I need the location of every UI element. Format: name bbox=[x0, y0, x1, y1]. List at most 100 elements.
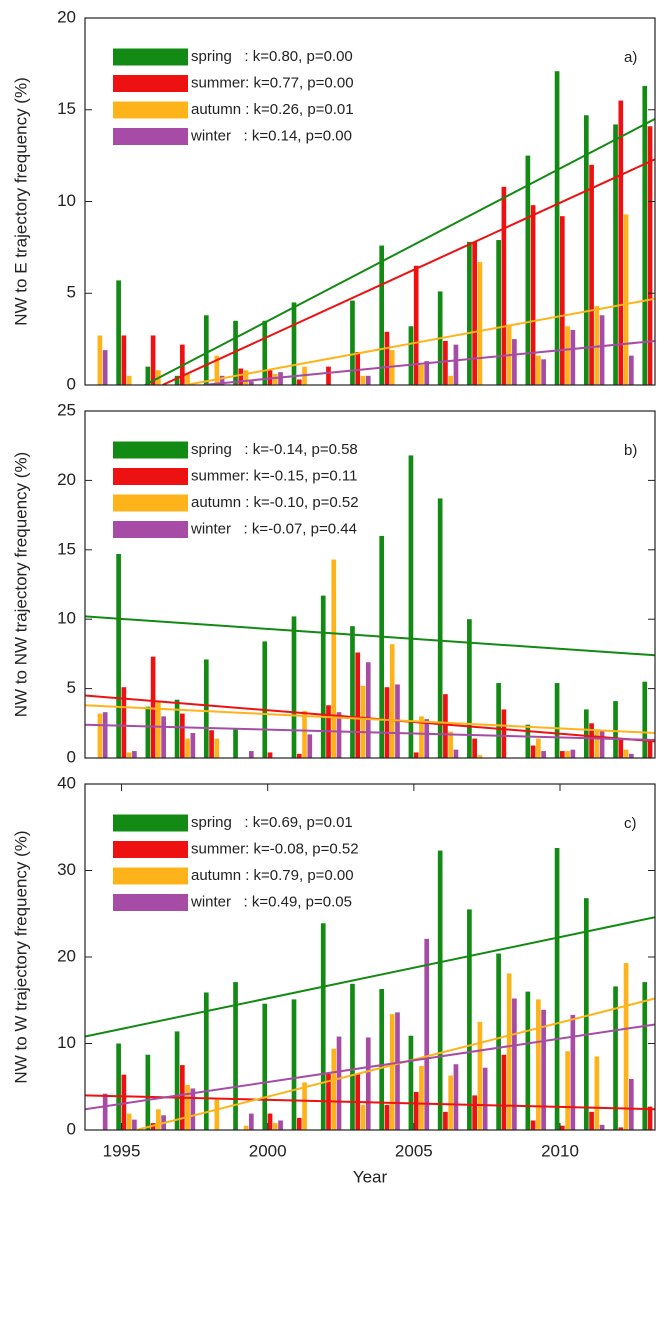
bar bbox=[594, 306, 600, 385]
bar bbox=[501, 1054, 507, 1130]
bar bbox=[536, 355, 541, 385]
legend-label: autumn : k=-0.10, p=0.52 bbox=[191, 494, 359, 511]
legend-label: spring : k=0.69, p=0.01 bbox=[191, 814, 353, 831]
bar bbox=[296, 379, 302, 385]
bar bbox=[541, 359, 546, 385]
bar bbox=[496, 240, 501, 385]
bar bbox=[161, 716, 166, 758]
bar bbox=[185, 738, 190, 758]
bar bbox=[613, 986, 618, 1130]
legend-swatch bbox=[113, 814, 188, 832]
bar bbox=[618, 1127, 624, 1130]
bar bbox=[219, 375, 225, 385]
bar bbox=[583, 115, 589, 385]
y-axis-title: NW to NW trajectory frequency (%) bbox=[11, 452, 30, 717]
y-tick-label: 0 bbox=[67, 1119, 76, 1138]
panel-label: b) bbox=[624, 442, 637, 459]
bar bbox=[613, 701, 618, 758]
legend-swatch bbox=[113, 894, 188, 911]
bar bbox=[501, 186, 507, 385]
bar bbox=[360, 685, 366, 758]
bar bbox=[647, 739, 653, 758]
bar bbox=[599, 730, 605, 758]
bar bbox=[467, 619, 472, 758]
bar bbox=[599, 1124, 605, 1130]
bar bbox=[501, 709, 507, 758]
bar bbox=[618, 100, 624, 385]
bar bbox=[248, 1113, 254, 1130]
bar bbox=[379, 245, 385, 385]
bar bbox=[233, 982, 238, 1130]
bar bbox=[472, 1095, 477, 1130]
bar bbox=[628, 753, 634, 758]
bar bbox=[174, 1031, 180, 1130]
legend-label: spring : k=-0.14, p=0.58 bbox=[191, 441, 358, 458]
bar bbox=[408, 326, 414, 385]
bar bbox=[233, 320, 238, 385]
legend-label: autumn : k=0.79, p=0.00 bbox=[191, 867, 354, 884]
bar bbox=[589, 1111, 594, 1130]
bar bbox=[203, 659, 209, 758]
legend-label: winter : k=0.49, p=0.05 bbox=[190, 893, 352, 910]
bar bbox=[496, 683, 501, 758]
bar bbox=[145, 1054, 151, 1130]
bar bbox=[424, 361, 430, 385]
legend-swatch bbox=[113, 521, 188, 538]
legend-swatch bbox=[113, 441, 188, 459]
bar bbox=[156, 1109, 161, 1130]
y-tick-label: 20 bbox=[57, 946, 76, 965]
bar bbox=[379, 535, 385, 758]
bar bbox=[389, 644, 395, 758]
plot-area bbox=[85, 455, 655, 758]
bar bbox=[267, 752, 273, 758]
bar bbox=[331, 559, 337, 758]
bar bbox=[560, 216, 565, 385]
bar bbox=[203, 992, 209, 1130]
bar bbox=[541, 751, 546, 758]
bar bbox=[448, 1075, 454, 1130]
bar bbox=[365, 662, 371, 758]
bar bbox=[360, 1104, 366, 1130]
bar bbox=[116, 280, 121, 385]
bar bbox=[121, 335, 127, 385]
bar bbox=[278, 1120, 283, 1130]
bar bbox=[565, 1051, 570, 1130]
bar bbox=[278, 372, 283, 385]
y-axis-title: NW to W trajectory frequency (%) bbox=[11, 830, 30, 1083]
bar bbox=[248, 381, 254, 385]
legend-label: summer: k=-0.15, p=0.11 bbox=[191, 467, 357, 484]
legend-label: summer: k=0.77, p=0.00 bbox=[191, 74, 354, 91]
legend-label: winter : k=0.14, p=0.00 bbox=[190, 127, 352, 144]
bar bbox=[145, 366, 151, 385]
bar bbox=[413, 265, 419, 385]
bar bbox=[570, 1014, 576, 1130]
legend-label: summer: k=-0.08, p=0.52 bbox=[191, 840, 359, 857]
bar bbox=[642, 982, 648, 1130]
bar bbox=[570, 749, 576, 758]
legend-label: winter : k=-0.07, p=0.44 bbox=[190, 520, 357, 537]
y-tick-label: 15 bbox=[57, 539, 76, 558]
bar bbox=[190, 733, 196, 758]
bar bbox=[472, 738, 477, 758]
legend-label: spring : k=0.80, p=0.00 bbox=[191, 48, 353, 65]
bar bbox=[307, 734, 313, 758]
y-axis-title: NW to E trajectory frequency (%) bbox=[11, 77, 30, 325]
bar bbox=[326, 366, 331, 385]
legend-swatch bbox=[113, 841, 188, 858]
bar bbox=[97, 713, 103, 758]
bar bbox=[150, 656, 156, 758]
bar bbox=[594, 1056, 600, 1130]
bar bbox=[565, 326, 570, 385]
bar bbox=[132, 751, 137, 758]
bar bbox=[384, 331, 390, 385]
bar bbox=[482, 1067, 488, 1130]
trend-line bbox=[135, 997, 655, 1130]
bar bbox=[102, 350, 108, 385]
bar bbox=[296, 1117, 302, 1130]
bar bbox=[589, 723, 594, 758]
panel: 0 5 10 15 20 25 NW to NW trajectory frequency … bbox=[11, 400, 656, 766]
bar bbox=[570, 329, 576, 385]
bar bbox=[413, 752, 419, 758]
bar bbox=[395, 1012, 400, 1130]
